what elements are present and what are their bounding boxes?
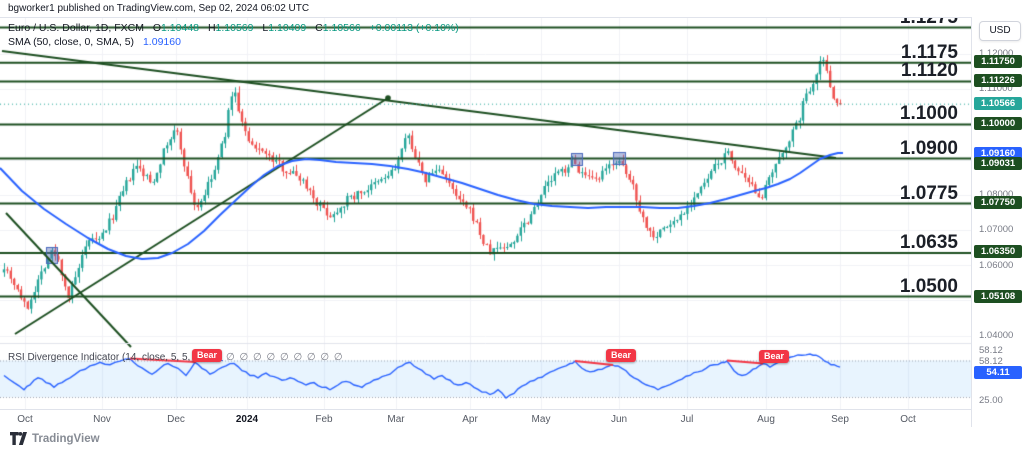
sma-value: 1.09160 (142, 36, 181, 48)
price-axis-panel[interactable]: USD 1.12000 1.11000 1.08000 1.07000 1.06000 1… (971, 17, 1024, 427)
price-axis-badge: 1.07750 (974, 196, 1022, 210)
sma-title[interactable]: SMA (50, close, 0, SMA, 5) (8, 36, 135, 48)
open-value: 1.10448 (161, 22, 200, 34)
time-axis-label: Dec (167, 414, 185, 425)
published-line: bgworker1 published on TradingView.com, … (8, 3, 310, 14)
low-value: 1.10409 (268, 22, 307, 34)
time-axis-label: 2024 (235, 414, 259, 425)
rsi-empty-values: ∅ ∅ ∅ ∅ ∅ ∅ ∅ ∅ ∅ (226, 352, 344, 363)
price-axis-tick: 25.00 (979, 394, 1003, 406)
price-level-label: 1.0775 (899, 182, 958, 204)
price-level-label: 1.1120 (900, 60, 958, 82)
price-axis-badge: 1.10000 (974, 116, 1022, 130)
price-axis-tick: 1.11000 (979, 83, 1013, 95)
price-level-label: 1.1275 (899, 17, 958, 28)
tradingview-logo-icon (10, 432, 27, 445)
bear-divergence-label: Bear (606, 349, 637, 362)
price-axis-badge: 1.09160 (974, 146, 1022, 160)
time-axis-label: Jun (610, 414, 628, 425)
time-axis-label: Aug (757, 414, 775, 425)
time-axis-label: Oct (900, 414, 916, 425)
time-axis-label: Apr (462, 414, 478, 425)
price-axis-badge: 1.06350 (974, 245, 1022, 259)
price-axis-badge: 1.11226 (974, 73, 1022, 87)
price-axis-tick: 58.12 (979, 344, 1003, 356)
tradingview-logo[interactable]: TradingView (10, 432, 100, 445)
time-axis-label: Feb (315, 414, 333, 425)
time-axis[interactable]: Oct Nov Dec 2024 Feb Mar Apr May Jun Jul Aug Sep Oct (0, 409, 971, 428)
price-level-label: 1.1175 (900, 41, 958, 63)
price-axis-badge: 1.11750 (974, 55, 1022, 69)
price-level-label: 1.0500 (899, 275, 958, 297)
time-axis-label: Oct (17, 414, 33, 425)
tradingview-logo-text: TradingView (32, 432, 100, 445)
chart-pane[interactable]: Euro / U.S. Dollar, 1D, FXCM O1.10448 H1… (0, 17, 971, 410)
change-value: +0.00113 (+0.10%) (369, 22, 459, 34)
price-chart-canvas[interactable] (0, 18, 971, 410)
low-label: L (262, 22, 269, 34)
price-level-label: 1.1000 (899, 103, 958, 125)
price-axis-tick: 1.12000 (979, 48, 1014, 59)
price-axis-badge: 1.09031 (974, 157, 1022, 170)
time-axis-label: Nov (93, 414, 111, 425)
symbol-title[interactable]: Euro / U.S. Dollar, 1D, FXCM (8, 22, 144, 34)
price-axis-badge: 54.11 (974, 366, 1022, 379)
time-axis-label: Sep (831, 414, 849, 425)
bear-divergence-label: Bear (192, 349, 223, 362)
close-value: 1.10566 (322, 22, 361, 34)
high-value: 1.10569 (215, 22, 254, 34)
price-axis-tick: 1.08000 (979, 188, 1014, 200)
symbol-legend-row[interactable]: Euro / U.S. Dollar, 1D, FXCM O1.10448 H1… (8, 21, 459, 35)
rsi-indicator-title[interactable]: RSI Divergence Indicator (14, close, 5, … (8, 352, 219, 363)
price-axis-badge: 1.05108 (974, 289, 1022, 303)
footer: TradingView (0, 427, 1024, 453)
time-axis-label: Jul (680, 414, 694, 425)
open-label: O (152, 22, 162, 34)
bear-divergence-label: Bear (759, 350, 790, 363)
sma-legend-row[interactable]: SMA (50, close, 0, SMA, 5) 1.09160 (8, 35, 459, 49)
publish-header: bgworker1 published on TradingView.com, … (0, 0, 1024, 17)
price-axis-tick: 1.06000 (979, 259, 1014, 271)
price-axis-badge: 1.10566 (974, 96, 1022, 110)
time-axis-label: Mar (387, 414, 405, 425)
symbol-legend[interactable]: Euro / U.S. Dollar, 1D, FXCM O1.10448 H1… (8, 21, 459, 49)
time-axis-label: May (531, 414, 551, 425)
close-label: C (315, 22, 323, 34)
price-axis-tick: 58.12 (979, 355, 1003, 367)
price-axis-tick: 1.07000 (979, 224, 1014, 235)
price-level-label: 1.0635 (899, 231, 958, 253)
price-axis-tick: 1.04000 (979, 329, 1014, 341)
price-level-label: 1.0900 (899, 137, 958, 159)
currency-button[interactable]: USD (979, 21, 1021, 41)
high-label: H (207, 22, 216, 34)
